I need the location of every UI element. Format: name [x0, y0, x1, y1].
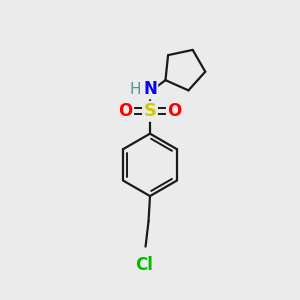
Text: N: N [143, 80, 157, 98]
Text: Cl: Cl [135, 256, 153, 274]
Text: H: H [130, 82, 142, 97]
Text: O: O [118, 102, 133, 120]
Text: S: S [143, 102, 157, 120]
Text: O: O [167, 102, 182, 120]
